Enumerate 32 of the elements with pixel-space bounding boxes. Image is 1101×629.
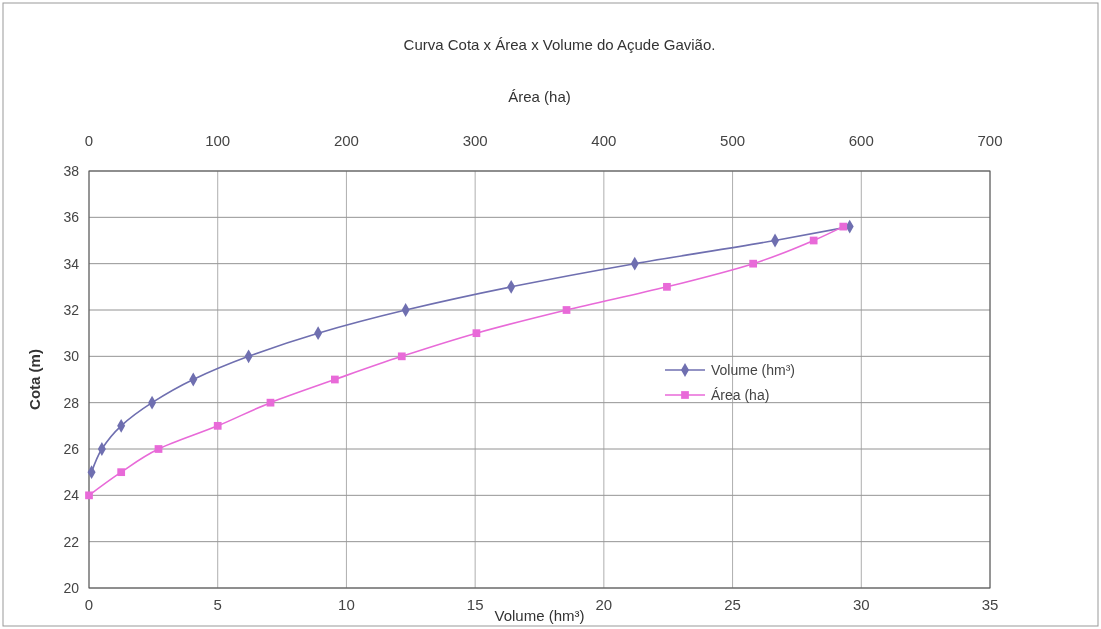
y-tick-label: 36 bbox=[63, 209, 80, 226]
y-tick-label: 26 bbox=[63, 441, 80, 457]
legend-label: Volume (hm³) bbox=[711, 362, 796, 378]
x2-tick-label: 700 bbox=[977, 132, 1003, 149]
y-tick-label: 32 bbox=[63, 302, 80, 318]
x2-tick-label: 300 bbox=[462, 132, 488, 149]
y-tick-label: 24 bbox=[63, 487, 80, 504]
y-tick-label: 30 bbox=[63, 348, 80, 365]
x-tick-label: 35 bbox=[981, 596, 999, 613]
x-tick-label: 10 bbox=[338, 596, 355, 613]
x-tick-label: 25 bbox=[724, 596, 741, 613]
x-axis-title: Volume (hm³) bbox=[494, 607, 585, 624]
x-tick-label: 20 bbox=[595, 596, 613, 613]
y-tick-label: 28 bbox=[63, 394, 80, 411]
x2-tick-label: 600 bbox=[848, 132, 874, 149]
y-tick-label: 20 bbox=[63, 580, 80, 596]
x-tick-label: 5 bbox=[213, 596, 222, 613]
x2-tick-label: 100 bbox=[205, 132, 231, 149]
y-tick-label: 34 bbox=[63, 255, 80, 272]
x2-tick-label: 200 bbox=[333, 132, 359, 149]
y-tick-label: 22 bbox=[63, 533, 80, 550]
y-tick-label: 38 bbox=[63, 163, 80, 179]
x2-tick-label: 0 bbox=[84, 132, 94, 149]
chart-title: Curva Cota x Área x Volume do Açude Gavião. bbox=[403, 36, 716, 53]
x-tick-label: 0 bbox=[84, 596, 94, 613]
x2-tick-label: 400 bbox=[591, 132, 617, 149]
x2-tick-label: 500 bbox=[720, 132, 746, 149]
legend-label: Área (ha) bbox=[711, 387, 770, 403]
y-axis-title: Cota (m) bbox=[26, 349, 43, 410]
x-tick-label: 15 bbox=[466, 596, 484, 613]
x-tick-label: 30 bbox=[852, 596, 870, 613]
x2-axis-title: Área (ha) bbox=[508, 88, 571, 105]
